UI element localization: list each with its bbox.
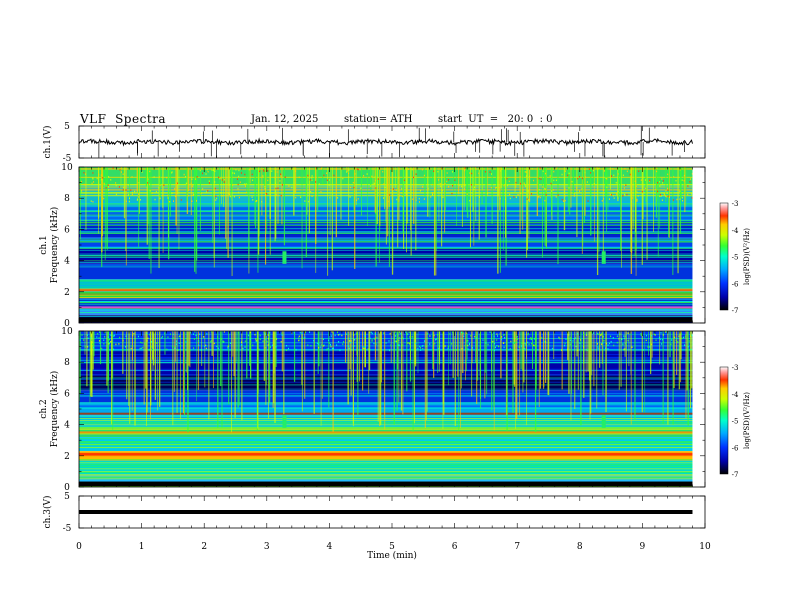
colorbar-tick-label: -7 [732,471,739,479]
y-tick-label: 4 [64,421,70,431]
colorbar-tick-label: -4 [732,227,739,235]
ch2-spectrogram-colorbar [719,366,729,475]
colorbar-tick-label: -3 [732,364,739,372]
colorbar-tick-label: -7 [732,307,739,315]
x-tick-label: 9 [640,542,646,552]
y-tick-label: -5 [63,154,72,164]
ch1-waveform-trace [78,126,693,158]
x-tick-label: 6 [452,542,458,552]
ch1-waveform-line [78,137,693,147]
ch1-spectrogram-colorbar [719,202,729,311]
x-tick-label: 4 [327,542,333,552]
x-tick-label: 1 [139,542,145,552]
y-tick-label: 10 [61,327,73,337]
y-tick-label: 6 [64,389,70,399]
ch3-waveform-trace [79,510,693,514]
colorbar-tick-label: -5 [732,254,739,262]
colorbar-tick-label: -6 [732,280,739,288]
y-tick-label: -5 [63,524,72,534]
y-tick-label: 2 [64,288,70,298]
y-tick-label: 6 [64,225,70,235]
y-axis-label: Frequency (kHz) [49,371,60,448]
x-axis-label: Time (min) [367,550,417,561]
y-tick-label: 8 [64,358,70,368]
x-tick-label: 3 [264,542,270,552]
y-tick-label: 2 [64,452,70,462]
colorbar-tick-label: -3 [732,200,739,208]
colorbar-label: log(PSD)(V²/Hz) [743,228,751,285]
y-tick-label: 8 [64,194,70,204]
figure-title: VLF Spectra [80,112,167,126]
colorbar-tick-label: -5 [732,418,739,426]
y-tick-label: 10 [61,163,73,173]
y-tick-label: 5 [64,492,70,502]
x-tick-label: 10 [699,542,711,552]
y-tick-label: 5 [64,122,70,132]
colorbar-tick-label: -4 [732,391,739,399]
ch2-spectrogram-image [79,331,705,487]
colorbar-tick-label: -6 [732,444,739,452]
start-time-label: start UT = 20: 0 : 0 [438,114,553,125]
date-label: Jan. 12, 2025 [251,114,319,125]
y-axis-label: ch.3(V) [42,496,53,529]
y-tick-label: 0 [64,483,70,493]
ch1-spectrogram-image [79,167,705,323]
y-axis-label: Frequency (kHz) [49,207,60,284]
y-tick-label: 4 [64,257,70,267]
station-label: station= ATH [344,114,413,125]
x-tick-label: 8 [577,542,583,552]
x-tick-label: 0 [76,542,82,552]
x-tick-label: 5 [389,542,395,552]
colorbar-label: log(PSD)(V²/Hz) [743,392,751,449]
x-tick-label: 2 [201,542,207,552]
y-tick-label: 0 [64,319,70,329]
y-axis-label: ch.1 [39,235,49,254]
x-tick-label: 7 [514,542,520,552]
y-axis-label: ch.2 [39,399,49,418]
y-axis-label: ch.1(V) [42,126,53,159]
ch3-waveform-line [79,510,693,514]
